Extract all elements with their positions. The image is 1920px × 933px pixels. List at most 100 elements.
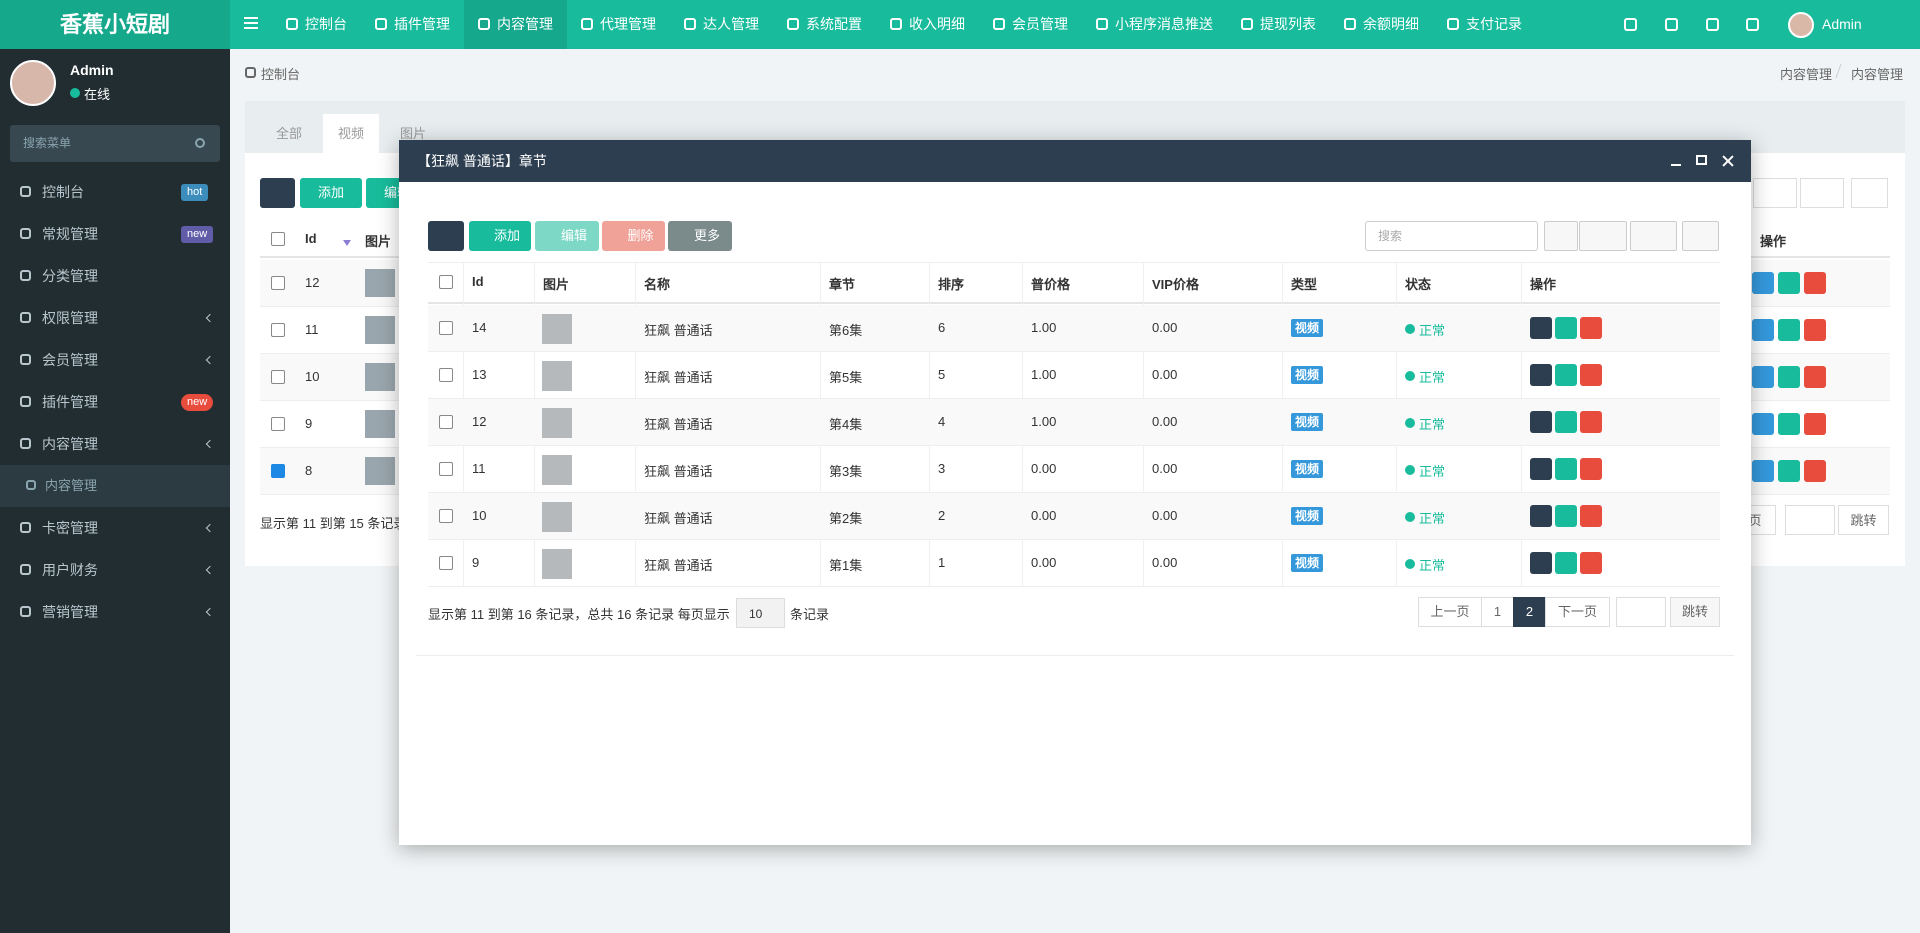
action-btn[interactable] bbox=[1752, 366, 1774, 388]
action-btn[interactable] bbox=[1530, 505, 1552, 527]
view-btn[interactable] bbox=[1630, 221, 1677, 251]
nav-item[interactable]: 收入明细 bbox=[876, 0, 979, 49]
pager-btn[interactable]: 下一页 bbox=[1545, 597, 1610, 627]
pager-btn[interactable]: 1 bbox=[1481, 597, 1514, 627]
bg-jump[interactable]: 跳转 bbox=[1838, 505, 1889, 535]
action-btn[interactable] bbox=[1555, 364, 1577, 386]
menu-item[interactable]: 卡密管理 bbox=[0, 507, 230, 549]
maximize[interactable] bbox=[1696, 155, 1707, 165]
bg-jump-input[interactable] bbox=[1785, 505, 1835, 535]
nav-item[interactable]: 系统配置 bbox=[773, 0, 876, 49]
nav-item[interactable]: 支付记录 bbox=[1433, 0, 1536, 49]
toolbar-btn[interactable]: 添加 bbox=[469, 221, 531, 251]
toolbar-btn[interactable]: 更多 bbox=[668, 221, 732, 251]
action-btn[interactable] bbox=[1580, 552, 1602, 574]
nav-item[interactable]: 插件管理 bbox=[361, 0, 464, 49]
checkbox[interactable] bbox=[271, 323, 285, 337]
nav-item[interactable]: 达人管理 bbox=[670, 0, 773, 49]
nav-item[interactable]: 控制台 bbox=[272, 0, 361, 49]
refresh-btn[interactable] bbox=[260, 178, 295, 208]
menu-search[interactable]: 搜索菜单 bbox=[10, 125, 220, 162]
view-btn[interactable] bbox=[1682, 221, 1719, 251]
nav-item[interactable]: 小程序消息推送 bbox=[1082, 0, 1227, 49]
icon[interactable] bbox=[1746, 18, 1759, 31]
menu-item[interactable]: 权限管理 bbox=[0, 297, 230, 339]
action-btn[interactable] bbox=[1555, 317, 1577, 339]
nav-item[interactable]: 内容管理 bbox=[464, 0, 567, 49]
action-btn[interactable] bbox=[1804, 460, 1826, 482]
action-btn[interactable] bbox=[1555, 411, 1577, 433]
checkbox[interactable] bbox=[271, 276, 285, 290]
action-btn[interactable] bbox=[1580, 317, 1602, 339]
close[interactable] bbox=[1721, 154, 1735, 168]
action-btn[interactable] bbox=[1804, 413, 1826, 435]
checkbox[interactable] bbox=[439, 462, 453, 476]
tab[interactable]: 全部 bbox=[275, 126, 302, 141]
menu-item[interactable]: 内容管理 bbox=[0, 423, 230, 465]
menu-item[interactable]: 会员管理 bbox=[0, 339, 230, 381]
action-btn[interactable] bbox=[1804, 319, 1826, 341]
view-btn[interactable] bbox=[1579, 221, 1627, 251]
action-btn[interactable] bbox=[1555, 458, 1577, 480]
icon[interactable] bbox=[1665, 18, 1678, 31]
action-btn[interactable] bbox=[1752, 413, 1774, 435]
toolbar-btn[interactable]: 编辑 bbox=[535, 221, 599, 251]
pager-btn[interactable]: 2 bbox=[1513, 597, 1546, 627]
action-btn[interactable] bbox=[1752, 460, 1774, 482]
menu-item[interactable]: 营销管理 bbox=[0, 591, 230, 633]
action-btn[interactable] bbox=[1555, 552, 1577, 574]
icon[interactable] bbox=[1706, 18, 1719, 31]
action-btn[interactable] bbox=[1530, 411, 1552, 433]
icon[interactable] bbox=[1624, 18, 1637, 31]
menu-item[interactable]: 用户财务 bbox=[0, 549, 230, 591]
menu-toggle[interactable] bbox=[244, 17, 258, 31]
checkbox[interactable] bbox=[439, 509, 453, 523]
jump-input[interactable] bbox=[1616, 597, 1666, 627]
checkbox[interactable] bbox=[439, 368, 453, 382]
tab[interactable]: 视频 bbox=[323, 114, 379, 153]
action-btn[interactable] bbox=[1580, 505, 1602, 527]
search-btn[interactable] bbox=[1851, 178, 1888, 208]
pager-btn[interactable]: 跳转 bbox=[1670, 597, 1720, 627]
menu-item[interactable]: 常规管理 new bbox=[0, 213, 230, 255]
action-btn[interactable] bbox=[1530, 317, 1552, 339]
checkbox[interactable] bbox=[439, 321, 453, 335]
view-btn[interactable] bbox=[1800, 178, 1844, 208]
action-btn[interactable] bbox=[1778, 413, 1800, 435]
user-name[interactable]: Admin bbox=[1822, 16, 1862, 32]
view-btn[interactable] bbox=[1544, 221, 1578, 251]
action-btn[interactable] bbox=[1778, 366, 1800, 388]
nav-item[interactable]: 会员管理 bbox=[979, 0, 1082, 49]
action-btn[interactable] bbox=[1530, 364, 1552, 386]
refresh-btn[interactable] bbox=[428, 221, 464, 251]
checkbox[interactable] bbox=[271, 370, 285, 384]
nav-item[interactable]: 余额明细 bbox=[1330, 0, 1433, 49]
action-btn[interactable] bbox=[1778, 460, 1800, 482]
toolbar-btn[interactable]: 删除 bbox=[602, 221, 665, 251]
checkbox[interactable] bbox=[439, 415, 453, 429]
action-btn[interactable] bbox=[1530, 458, 1552, 480]
checkbox[interactable] bbox=[439, 556, 453, 570]
checkbox[interactable] bbox=[271, 417, 285, 431]
nav-item[interactable]: 代理管理 bbox=[567, 0, 670, 49]
action-btn[interactable] bbox=[1580, 411, 1602, 433]
action-btn[interactable] bbox=[1555, 505, 1577, 527]
view-btn[interactable] bbox=[1753, 178, 1797, 208]
menu-item[interactable]: 控制台 hot bbox=[0, 171, 230, 213]
action-btn[interactable] bbox=[1804, 366, 1826, 388]
action-btn[interactable] bbox=[1778, 319, 1800, 341]
minimize[interactable] bbox=[1671, 164, 1681, 166]
action-btn[interactable] bbox=[1778, 272, 1800, 294]
toolbar-btn[interactable]: 添加 bbox=[300, 178, 362, 208]
action-btn[interactable] bbox=[1580, 364, 1602, 386]
breadcrumb-home[interactable]: 控制台 bbox=[261, 67, 301, 82]
nav-item[interactable]: 提现列表 bbox=[1227, 0, 1330, 49]
search-input[interactable]: 搜索 bbox=[1365, 221, 1538, 251]
pager-btn[interactable]: 上一页 bbox=[1418, 597, 1482, 627]
menu-item[interactable]: 插件管理 new bbox=[0, 381, 230, 423]
menu-item[interactable]: 分类管理 bbox=[0, 255, 230, 297]
action-btn[interactable] bbox=[1804, 272, 1826, 294]
checkbox[interactable] bbox=[271, 464, 285, 478]
action-btn[interactable] bbox=[1752, 319, 1774, 341]
page-size[interactable]: 10 bbox=[736, 598, 785, 628]
